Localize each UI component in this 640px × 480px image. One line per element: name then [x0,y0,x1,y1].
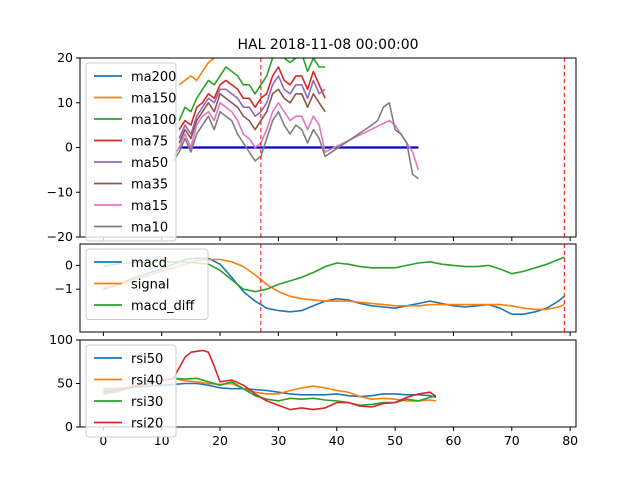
legend-label: rsi20 [131,417,163,432]
legend-label: macd_diff [131,299,195,314]
x-tick-label: 20 [212,433,228,448]
x-tick-label: 80 [562,433,578,448]
legend-label: rsi50 [131,352,163,367]
x-tick-label: 40 [329,433,345,448]
y-tick-label: −20 [47,229,73,244]
macd-panel: 0 −1 macd signal macd_diff [55,243,577,336]
legend-label: ma10 [131,221,168,236]
series-line-ma10 [172,102,419,180]
series-line-ma75 [178,66,326,131]
x-tick-label: 60 [446,433,462,448]
legend-label: ma100 [131,113,176,128]
legend-label: ma150 [131,92,176,107]
y-tick-label: 100 [49,332,73,347]
x-tick-label: 70 [504,433,520,448]
legend-label: ma35 [131,178,168,193]
legend-label: macd [131,256,167,271]
legend: ma200 ma150 ma100 ma75 ma50 ma35 ma15 ma10 [85,62,177,242]
axes-frame [79,243,577,333]
legend-label: ma50 [131,156,168,171]
legend: macd signal macd_diff [85,248,209,320]
series-line-ma15 [172,102,420,171]
legend-label: rsi30 [131,395,163,410]
y-tick-label: 20 [57,50,73,65]
y-tick-label: −10 [47,184,73,199]
plot-area [172,58,565,237]
y-tick-label: 0 [65,419,73,434]
y-tick-label: −1 [55,281,73,296]
series-line-ma35 [178,88,326,144]
y-tick-label: 50 [57,376,73,391]
moving-average-panel: −20−1001020ma200ma150ma100ma75ma50ma35ma… [47,50,577,244]
y-tick-label: 0 [65,140,73,155]
x-tick-label: 30 [270,433,286,448]
legend-label: ma75 [131,135,168,150]
legend-label: signal [131,278,169,293]
legend: rsi50 rsi40 rsi30 rsi20 [85,344,177,438]
x-tick-label: 0 [99,433,107,448]
y-tick-label: 10 [57,95,73,110]
y-tick-label: 0 [65,257,73,272]
legend-label: rsi40 [131,374,163,389]
series-line-ma150 [178,58,215,86]
legend-label: ma200 [131,70,176,85]
legend-label: ma15 [131,199,168,214]
series-line-ma100 [178,58,326,121]
x-tick-label: 50 [387,433,403,448]
chart-title: HAL 2018-11-08 00:00:00 [237,37,418,53]
series-line-ma50 [178,75,326,139]
